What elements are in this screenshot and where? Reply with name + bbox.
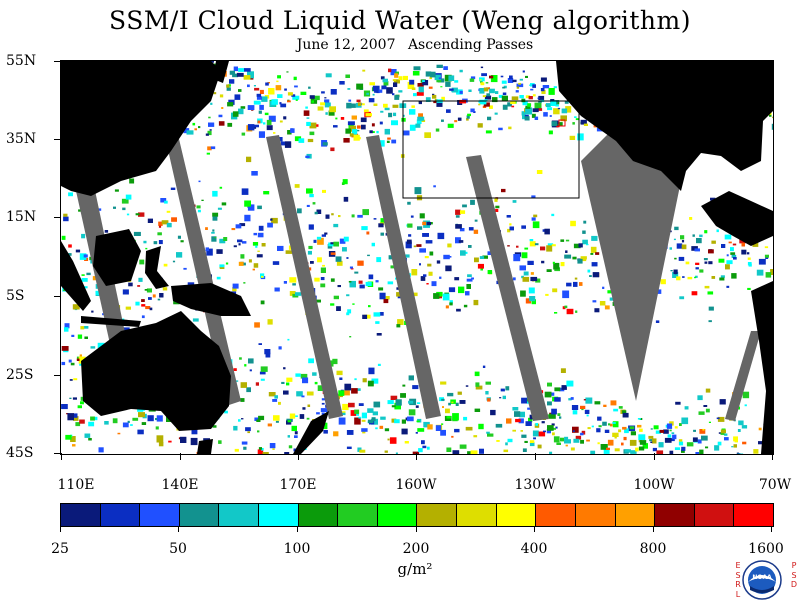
lon-label-170e: 170E [280, 477, 317, 493]
colorbar-label-50: 50 [169, 541, 187, 557]
colorbar-swatch [61, 504, 100, 526]
colorbar-swatch [733, 504, 773, 526]
colorbar-swatch [694, 504, 734, 526]
landmass-south-america [751, 281, 773, 454]
colorbar-swatch [258, 504, 298, 526]
cloud-water-map [60, 60, 774, 455]
landmass-australia [81, 311, 231, 431]
lon-label-100w: 100W [633, 477, 674, 493]
logo-right-letters: P S D [790, 561, 798, 590]
colorbar-swatch [218, 504, 258, 526]
colorbar-tick [534, 526, 535, 532]
colorbar-label-100: 100 [284, 541, 311, 557]
colorbar [60, 503, 774, 527]
landmass-tasmania [197, 439, 213, 454]
lon-tick [180, 453, 181, 460]
map-subtitle: June 12, 2007 Ascending Passes [0, 37, 800, 53]
missing-swath [725, 331, 761, 421]
lon-tick [61, 453, 62, 460]
logo-letter: S [734, 571, 742, 581]
lon-tick [654, 453, 655, 460]
lat-tick [54, 375, 61, 376]
landmass-new-guinea [171, 283, 251, 316]
lon-label-70w: 70W [759, 477, 791, 493]
lat-label-15n: 15N [6, 209, 36, 225]
colorbar-label-800: 800 [640, 541, 667, 557]
logo-letter: D [790, 580, 798, 590]
lat-tick [54, 139, 61, 140]
colorbar-tick [60, 526, 61, 532]
lat-label-25s: 25S [6, 367, 33, 383]
lon-label-130w: 130W [514, 477, 555, 493]
logo-letter: L [734, 590, 742, 600]
colorbar-tick [416, 526, 417, 532]
lat-label-45s: 45S [6, 445, 33, 461]
colorbar-swatch [377, 504, 417, 526]
lat-label-55n: 55N [6, 53, 36, 69]
colorbar-swatch [456, 504, 496, 526]
lon-tick [298, 453, 299, 460]
subtitle-date: June 12, 2007 [297, 37, 396, 53]
noaa-logo-icon: NOAA [742, 560, 782, 600]
colorbar-units: g/m² [0, 560, 800, 578]
lon-label-110e: 110E [58, 477, 95, 493]
region-box [403, 101, 579, 198]
colorbar-swatch [654, 504, 694, 526]
logo-letter: E [734, 561, 742, 571]
lat-tick [54, 296, 61, 297]
colorbar-swatch [179, 504, 219, 526]
map-svg [61, 61, 773, 454]
colorbar-swatch [535, 504, 575, 526]
landmass-sulawesi [145, 246, 169, 289]
colorbar-label-400: 400 [521, 541, 548, 557]
subtitle-passes: Ascending Passes [408, 37, 533, 53]
lon-label-140e: 140E [162, 477, 199, 493]
colorbar-label-1600: 1600 [748, 541, 784, 557]
colorbar-label-200: 200 [403, 541, 430, 557]
missing-swath [466, 155, 549, 421]
lat-tick [54, 61, 61, 62]
lat-label-35n: 35N [6, 131, 36, 147]
colorbar-tick [653, 526, 654, 532]
colorbar-swatch [337, 504, 377, 526]
colorbar-swatch [100, 504, 140, 526]
colorbar-swatch [416, 504, 456, 526]
colorbar-swatch [139, 504, 179, 526]
colorbar-swatch [496, 504, 536, 526]
map-title: SSM/I Cloud Liquid Water (Weng algorithm… [0, 6, 800, 35]
colorbar-swatch [615, 504, 655, 526]
svg-text:NOAA: NOAA [752, 574, 772, 581]
lon-tick [535, 453, 536, 460]
lat-tick [54, 217, 61, 218]
lon-tick [772, 453, 773, 460]
lat-tick [54, 453, 61, 454]
logo-letter: R [734, 580, 742, 590]
lat-label-5s: 5S [6, 288, 25, 304]
colorbar-swatch [298, 504, 338, 526]
logo-letter: P [790, 561, 798, 571]
lon-label-160w: 160W [395, 477, 436, 493]
colorbar-tick [297, 526, 298, 532]
logo-letter: S [790, 571, 798, 581]
lon-tick [416, 453, 417, 460]
logo-left-letters: E S R L [734, 561, 742, 599]
colorbar-tick [771, 526, 772, 532]
colorbar-tick [178, 526, 179, 532]
colorbar-swatch [575, 504, 615, 526]
colorbar-label-25: 25 [51, 541, 69, 557]
